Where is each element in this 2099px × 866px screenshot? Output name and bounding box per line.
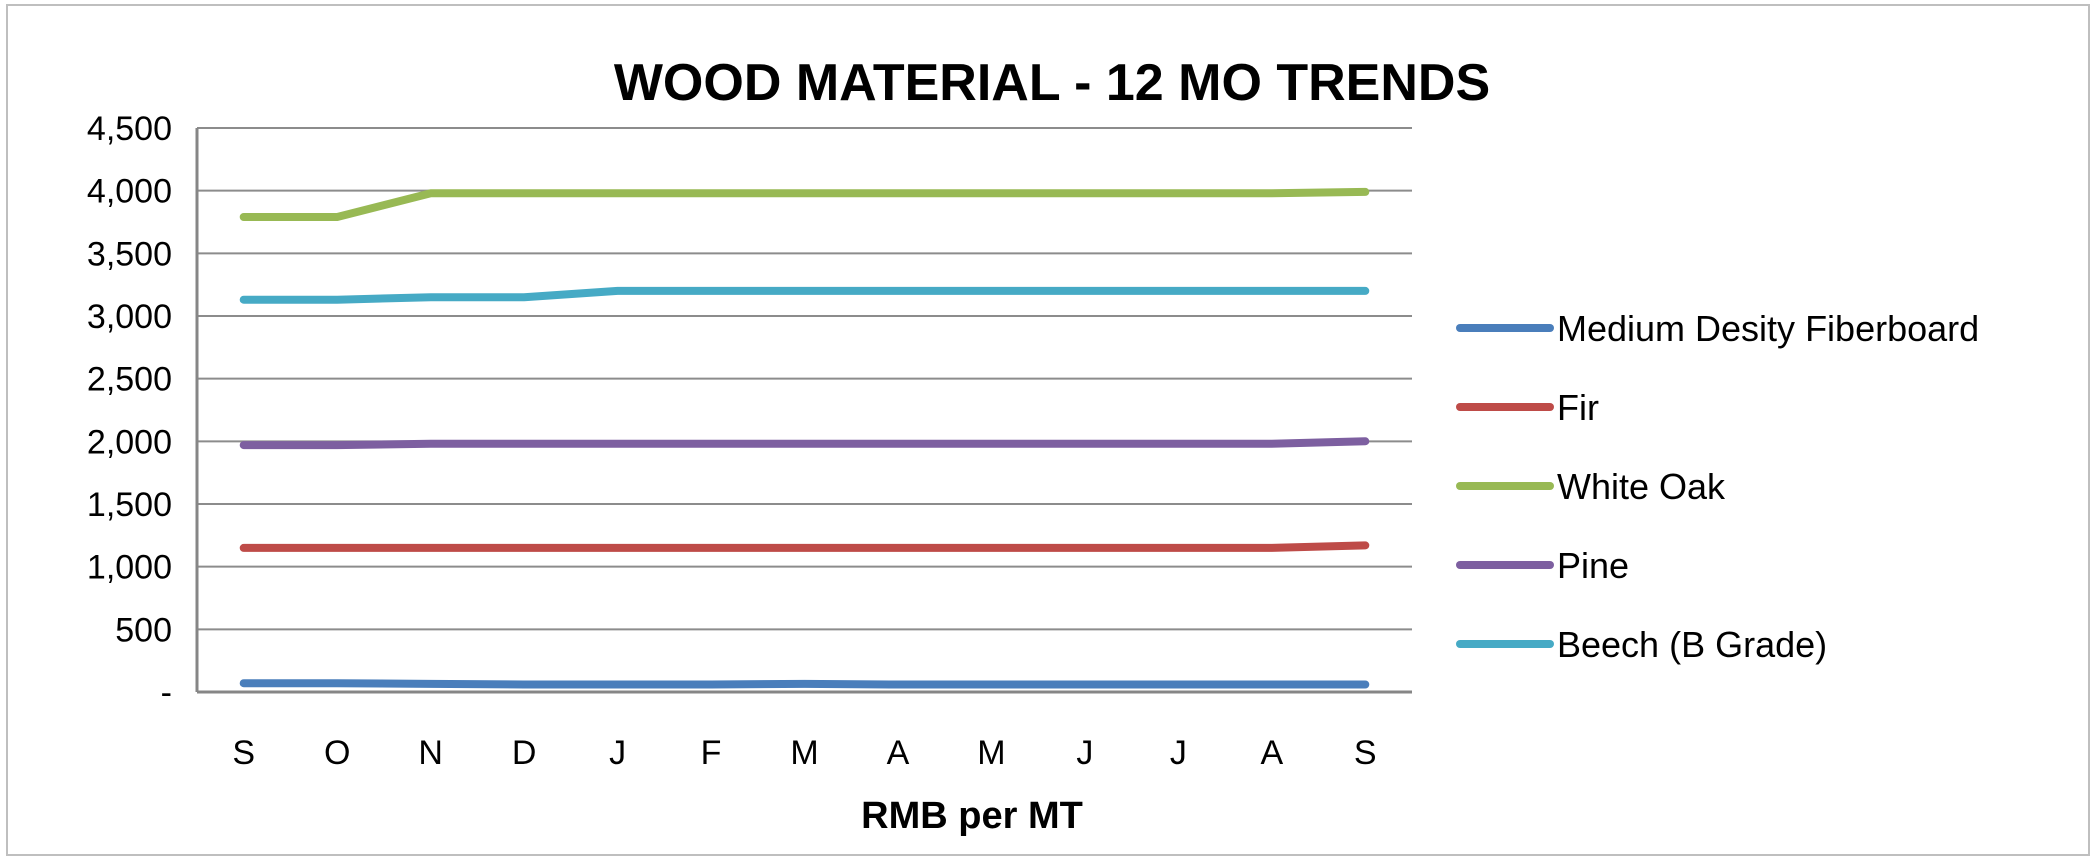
y-tick-label: 2,500 [87,361,172,399]
x-tick-label: M [977,734,1005,772]
series-line-2 [239,187,1370,221]
y-tick-label: - [161,674,172,712]
x-tick-label: M [790,734,818,772]
legend-label: White Oak [1557,466,1726,507]
x-tick-label: F [701,734,722,772]
x-axis-label: RMB per MT [861,795,1083,837]
x-tick-label: A [887,734,910,772]
y-tick-label: 3,500 [87,235,172,273]
gridlines [197,127,1412,694]
legend: Medium Desity Fiberboard Fir White Oak Pine… [1456,308,1979,665]
x-tick-label: S [232,734,255,772]
series-line-1 [239,541,1370,552]
series-lines [239,187,1370,689]
x-tick-label: A [1260,734,1283,772]
x-tick-label: J [1170,734,1187,772]
x-tick-label: N [418,734,443,772]
legend-label: Fir [1557,387,1599,428]
y-tick-label: 4,500 [87,110,172,148]
x-tick-label: O [324,734,350,772]
chart-frame [6,4,2090,856]
x-tick-label: J [609,734,626,772]
x-tick-label: S [1354,734,1377,772]
x-tick-label: J [1076,734,1093,772]
x-tick-label: D [512,734,537,772]
series-line-4 [239,286,1370,304]
legend-label: Beech (B Grade) [1557,624,1827,665]
series-line-3 [239,437,1370,450]
chart-title: WOOD MATERIAL - 12 MO TRENDS [614,54,1490,112]
y-tick-label: 3,000 [87,298,172,336]
series-line-0 [239,679,1370,689]
y-tick-label: 1,500 [87,486,172,524]
legend-label: Pine [1557,545,1629,586]
legend-label: Medium Desity Fiberboard [1557,308,1979,349]
y-axis: - 500 1,000 1,500 2,000 2,500 3,000 3,500 4,000 4… [87,110,199,712]
y-tick-label: 4,000 [87,173,172,211]
y-tick-label: 2,000 [87,423,172,461]
y-tick-label: 500 [115,611,172,649]
y-tick-label: 1,000 [87,549,172,587]
